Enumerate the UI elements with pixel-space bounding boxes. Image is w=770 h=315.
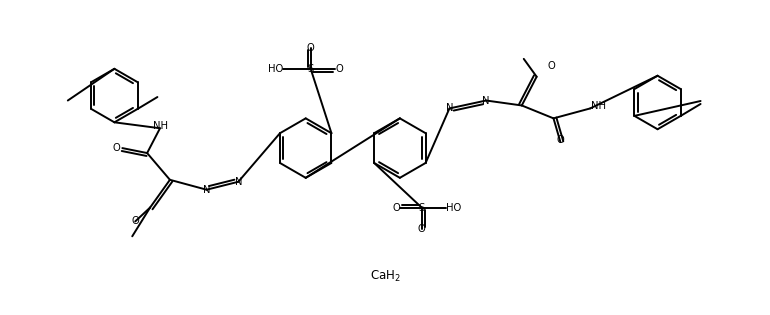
Text: O: O	[392, 203, 400, 213]
Text: S: S	[419, 203, 425, 213]
Text: S: S	[307, 64, 314, 74]
Text: CaH$_2$: CaH$_2$	[370, 269, 400, 284]
Text: NH: NH	[591, 101, 606, 112]
Text: N: N	[203, 185, 210, 195]
Text: NH: NH	[152, 121, 168, 131]
Text: N: N	[235, 177, 242, 187]
Text: O: O	[306, 43, 314, 53]
Text: HO: HO	[447, 203, 462, 213]
Text: O: O	[112, 143, 120, 153]
Text: HO: HO	[268, 64, 283, 74]
Text: N: N	[482, 95, 490, 106]
Text: O: O	[418, 224, 426, 234]
Text: N: N	[446, 103, 454, 113]
Text: O: O	[557, 135, 564, 145]
Text: O: O	[336, 64, 343, 74]
Text: O: O	[132, 216, 139, 226]
Text: O: O	[547, 61, 555, 71]
